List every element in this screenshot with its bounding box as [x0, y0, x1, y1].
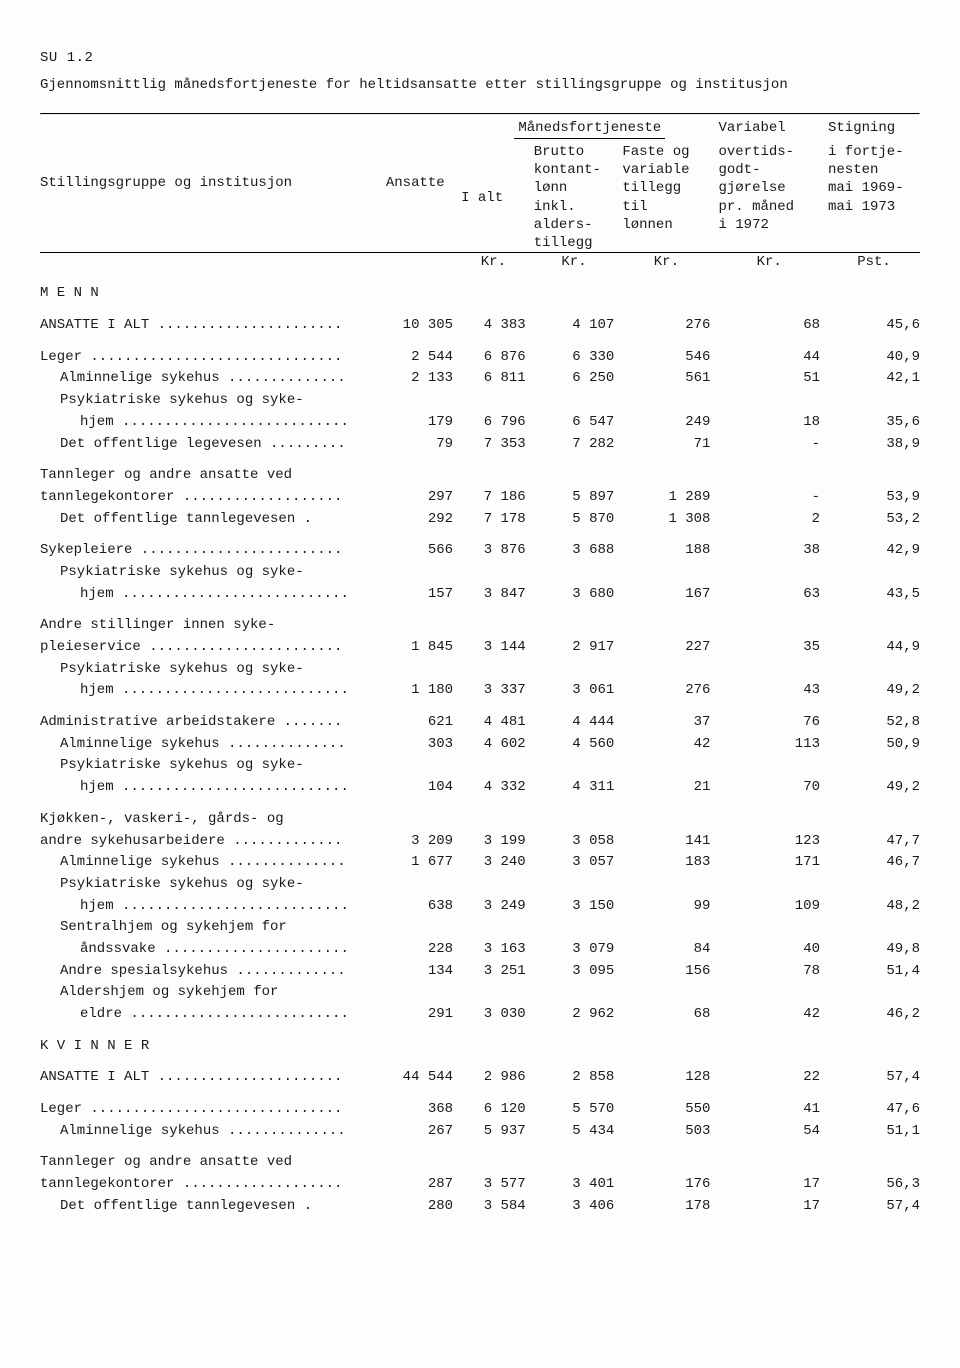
- table-row: hjem ...........................1573 847…: [40, 584, 920, 606]
- table-row: tannlegekontorer ...................2873…: [40, 1174, 920, 1196]
- table-row: Det offentlige tannlegevesen .2803 5843 …: [40, 1196, 920, 1218]
- table-row: Psykiatriske sykehus og syke-: [40, 755, 920, 777]
- table-row: Tannleger og andre ansatte ved: [40, 1152, 920, 1174]
- table-row: Det offentlige legevesen .........797 35…: [40, 434, 920, 456]
- hdr-mf: Månedsfortjeneste: [461, 115, 718, 143]
- table-row: Kjøkken-, vaskeri-, gårds- og: [40, 809, 920, 831]
- table-row: Tannleger og andre ansatte ved: [40, 465, 920, 487]
- page-id: SU 1.2: [40, 50, 920, 66]
- hdr-bkl-0: Brutto: [534, 143, 623, 161]
- unit-row: Kr. Kr. Kr. Kr. Pst.: [40, 253, 920, 273]
- hdr-ialt: I alt: [461, 143, 534, 253]
- section-heading: K V I N N E R: [40, 1036, 920, 1058]
- table-row: pleieservice .......................1 84…: [40, 637, 920, 659]
- hdr-stig-1: i fortje-: [828, 143, 920, 161]
- table-row: andre sykehusarbeidere .............3 20…: [40, 831, 920, 853]
- table-row: Psykiatriske sykehus og syke-: [40, 659, 920, 681]
- table-row: Psykiatriske sykehus og syke-: [40, 874, 920, 896]
- table-row: hjem ...........................1 1803 3…: [40, 680, 920, 702]
- table-row: åndssvake ......................2283 163…: [40, 939, 920, 961]
- table-row: hjem ...........................1796 796…: [40, 412, 920, 434]
- hdr-fvt-0: Faste og: [622, 143, 718, 161]
- table-row: ANSATTE I ALT ......................10 3…: [40, 315, 920, 337]
- table-row: Psykiatriske sykehus og syke-: [40, 562, 920, 584]
- table-row: hjem ...........................1044 332…: [40, 777, 920, 799]
- table-row: Administrative arbeidstakere .......6214…: [40, 712, 920, 734]
- table-row: Alminnelige sykehus ..............3034 6…: [40, 734, 920, 756]
- table-row: Andre spesialsykehus .............1343 2…: [40, 961, 920, 983]
- table-row: Sentralhjem og sykehjem for: [40, 917, 920, 939]
- table-row: Alminnelige sykehus ..............2 1336…: [40, 368, 920, 390]
- table-row: eldre ..........................2913 030…: [40, 1004, 920, 1026]
- data-table: Stillingsgruppe og institusjon Ansatte M…: [40, 115, 920, 1218]
- table-row: Alminnelige sykehus ..............1 6773…: [40, 852, 920, 874]
- table-row: Sykepleiere ........................5663…: [40, 540, 920, 562]
- table-row: Alminnelige sykehus ..............2675 9…: [40, 1121, 920, 1143]
- hdr-ansatte: Ansatte: [386, 115, 461, 253]
- table-row: Det offentlige tannlegevesen .2927 1785 …: [40, 509, 920, 531]
- table-row: Leger ..............................3686…: [40, 1099, 920, 1121]
- table-row: ANSATTE I ALT ......................44 5…: [40, 1067, 920, 1089]
- hdr-vog-0: Variabel: [718, 115, 828, 143]
- table-row: Psykiatriske sykehus og syke-: [40, 390, 920, 412]
- table-row: Andre stillinger innen syke-: [40, 615, 920, 637]
- page-title: Gjennomsnittlig månedsfortjeneste for he…: [40, 76, 860, 95]
- table-row: Aldershjem og sykehjem for: [40, 982, 920, 1004]
- table-row: hjem ...........................6383 249…: [40, 896, 920, 918]
- header-row-1: Stillingsgruppe og institusjon Ansatte M…: [40, 115, 920, 143]
- hdr-stillingsgruppe: Stillingsgruppe og institusjon: [40, 115, 386, 253]
- hdr-vog-1: overtids-: [718, 143, 828, 161]
- section-heading: M E N N: [40, 283, 920, 305]
- hdr-stig-0: Stigning: [828, 115, 920, 143]
- table-row: Leger ..............................2 54…: [40, 347, 920, 369]
- table-body: M E N N ANSATTE I ALT ...................…: [40, 273, 920, 1217]
- table-row: tannlegekontorer ...................2977…: [40, 487, 920, 509]
